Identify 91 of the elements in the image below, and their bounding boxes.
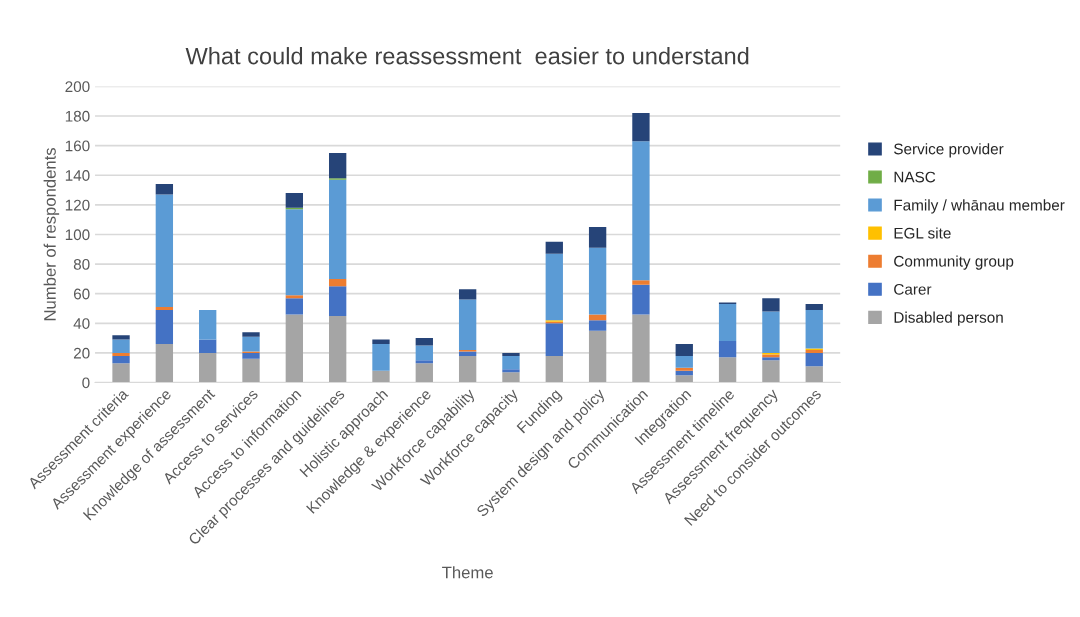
bar: [285, 298, 303, 315]
bar: [805, 352, 823, 367]
bar: [545, 355, 563, 383]
bar: [458, 351, 477, 356]
bar: [502, 352, 520, 356]
bar: [588, 320, 607, 331]
y-tick-label: 80: [73, 258, 90, 270]
bar: [415, 345, 433, 361]
bar: [415, 360, 433, 364]
bar: [372, 370, 390, 383]
bar: [329, 153, 347, 179]
legend-label: Community group: [894, 255, 1014, 270]
bar: [545, 241, 563, 254]
bar: [285, 193, 303, 208]
bar: [242, 336, 260, 352]
bar: [762, 360, 780, 383]
bar: [112, 339, 130, 353]
bar: [458, 289, 477, 300]
bar: [675, 355, 693, 368]
bar: [632, 113, 650, 142]
y-tick-label: 200: [65, 81, 90, 93]
y-axis-title: Number of respondents: [43, 147, 60, 321]
bar: [329, 286, 347, 316]
legend-label: EGL site: [894, 227, 951, 239]
bar: [285, 209, 303, 296]
bar: [329, 315, 347, 383]
bar: [632, 280, 650, 285]
legend-label: Disabled person: [894, 311, 1003, 326]
y-tick-label: 160: [65, 140, 90, 152]
y-tick-label: 40: [73, 318, 90, 329]
y-tick-label: 60: [73, 288, 90, 300]
bar: [112, 363, 130, 383]
bar: [155, 309, 174, 345]
bar: [545, 323, 563, 356]
bar: [329, 278, 347, 287]
bar: [718, 304, 737, 342]
bar: [458, 299, 477, 350]
y-tick-label: 180: [65, 110, 90, 122]
y-tick-label: 20: [73, 347, 90, 359]
bar: [502, 355, 520, 370]
bar: [329, 179, 347, 279]
bar: [675, 367, 693, 371]
bar: [155, 307, 174, 310]
bar: [155, 344, 174, 383]
bar: [805, 304, 823, 310]
bar: [242, 358, 260, 383]
legend-label: Carer: [894, 283, 932, 295]
bar: [112, 352, 130, 356]
bar: [762, 298, 780, 312]
x-axis-title: Theme: [442, 566, 493, 579]
y-tick-label: 120: [65, 199, 90, 211]
bar: [675, 375, 693, 383]
legend-label: NASC: [894, 171, 936, 183]
bar: [718, 341, 737, 358]
bar: [112, 335, 130, 340]
y-tick-label: 0: [82, 377, 90, 389]
bar: [242, 332, 260, 337]
bar: [632, 141, 650, 281]
bar: [112, 355, 130, 364]
bar: [285, 314, 303, 383]
legend-label: Family / whānau member: [894, 199, 1065, 214]
bar: [762, 311, 780, 353]
bar: [415, 338, 433, 346]
bar: [588, 314, 607, 321]
bar: [199, 309, 217, 340]
bar: [155, 184, 174, 195]
bar: [588, 330, 607, 383]
y-tick-label: 100: [65, 229, 90, 241]
bar: [718, 357, 737, 383]
bar: [588, 227, 607, 248]
bar: [545, 253, 563, 321]
chart-title: What could make reassessment easier to understand: [185, 47, 749, 65]
bar: [242, 352, 260, 359]
bar: [502, 369, 520, 373]
bar: [502, 372, 520, 383]
bar: [632, 314, 650, 383]
legend-label: Service provider: [894, 143, 1004, 158]
bar: [805, 366, 823, 383]
bar: [155, 194, 174, 308]
bar: [199, 339, 217, 353]
bar: [805, 309, 823, 349]
bar: [675, 344, 693, 356]
bar: [632, 284, 650, 315]
bar: [285, 295, 303, 299]
bar: [372, 344, 390, 371]
bar: [199, 352, 217, 383]
bar: [415, 363, 433, 383]
bar: [372, 339, 390, 345]
bar: [458, 355, 477, 383]
y-tick-label: 140: [65, 170, 90, 181]
bar: [588, 247, 607, 315]
